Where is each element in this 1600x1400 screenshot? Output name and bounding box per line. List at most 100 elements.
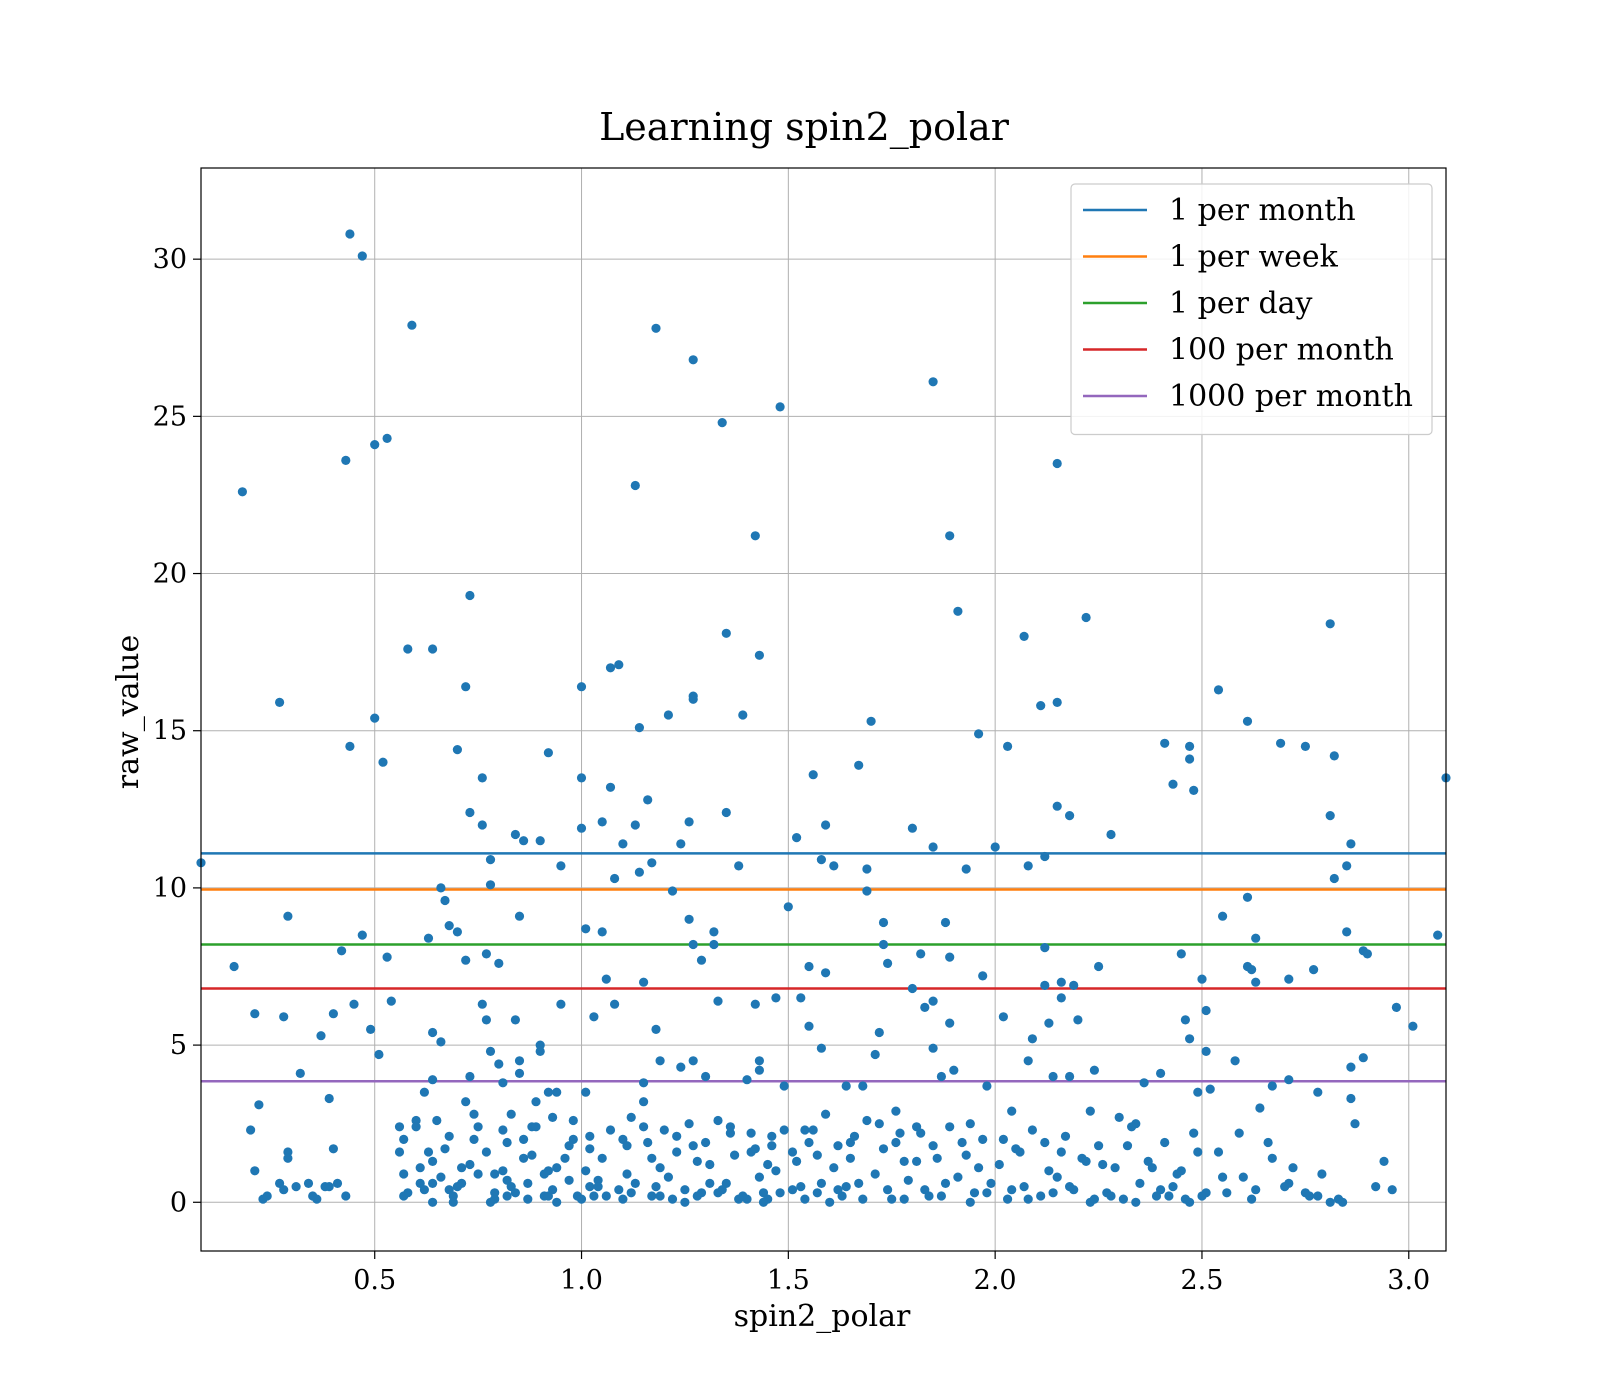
- data-point: [1342, 861, 1352, 871]
- data-point: [800, 1125, 810, 1135]
- data-point: [328, 1009, 338, 1019]
- data-point: [357, 930, 367, 940]
- data-point: [1007, 1185, 1017, 1195]
- data-point: [676, 839, 686, 849]
- data-point: [436, 1172, 446, 1182]
- data-point: [936, 1071, 947, 1082]
- data-point: [688, 1056, 698, 1066]
- data-point: [841, 1081, 851, 1091]
- data-point: [643, 1137, 653, 1148]
- data-point: [1073, 1015, 1083, 1025]
- data-point: [808, 1125, 818, 1135]
- data-point: [1313, 1191, 1323, 1201]
- legend-label: 1 per week: [1169, 240, 1339, 275]
- data-point: [1238, 1172, 1248, 1182]
- data-point: [730, 1150, 740, 1160]
- data-point: [1040, 980, 1050, 991]
- data-point: [465, 1159, 475, 1170]
- data-point: [1189, 785, 1199, 796]
- data-point: [1242, 892, 1253, 902]
- data-point: [965, 1119, 975, 1129]
- data-point: [1242, 716, 1253, 726]
- data-point: [750, 1144, 760, 1154]
- data-point: [734, 1194, 744, 1204]
- y-tick-label: 20: [153, 559, 187, 590]
- data-point: [552, 1163, 562, 1173]
- data-point: [440, 895, 450, 906]
- data-point: [436, 1037, 446, 1047]
- data-point: [237, 487, 247, 497]
- data-point: [928, 1043, 938, 1053]
- data-point: [440, 1144, 450, 1154]
- data-point: [833, 1141, 843, 1151]
- data-point: [961, 864, 971, 874]
- x-tick-label: 3.0: [1387, 1265, 1430, 1296]
- data-point: [854, 760, 864, 770]
- data-point: [1127, 1122, 1137, 1132]
- data-point: [1114, 1112, 1124, 1122]
- data-point: [552, 1087, 562, 1097]
- data-point: [527, 1150, 537, 1160]
- data-point: [705, 1178, 715, 1188]
- data-point: [684, 914, 694, 924]
- data-point: [775, 402, 785, 412]
- data-point: [593, 1175, 603, 1185]
- data-point: [891, 1106, 901, 1116]
- data-point: [1267, 1153, 1277, 1163]
- data-point: [779, 1125, 789, 1135]
- data-point: [1317, 1169, 1327, 1179]
- data-point: [812, 1188, 822, 1198]
- data-point: [924, 1191, 934, 1201]
- data-point: [1247, 1194, 1257, 1204]
- legend-label: 1 per month: [1169, 193, 1356, 228]
- data-point: [1081, 1156, 1091, 1166]
- data-point: [965, 1197, 975, 1207]
- data-point: [1089, 1065, 1099, 1075]
- data-point: [1056, 1147, 1066, 1157]
- data-point: [630, 1178, 640, 1188]
- data-point: [663, 710, 674, 720]
- data-point: [701, 1137, 711, 1148]
- data-point: [1081, 612, 1091, 623]
- data-point: [295, 1068, 305, 1078]
- data-point: [1069, 980, 1079, 991]
- data-point: [1168, 779, 1178, 789]
- data-point: [614, 1185, 624, 1195]
- data-point: [452, 927, 462, 937]
- data-point: [523, 1178, 533, 1188]
- data-point: [1185, 754, 1195, 764]
- data-point: [647, 858, 657, 868]
- data-point: [1309, 965, 1319, 975]
- data-point: [717, 418, 727, 428]
- data-point: [634, 867, 645, 877]
- data-point: [738, 710, 748, 720]
- data-point: [1027, 1034, 1037, 1044]
- data-point: [341, 455, 351, 465]
- data-point: [1098, 1159, 1108, 1170]
- data-point: [1346, 1062, 1356, 1072]
- data-point: [589, 1191, 599, 1201]
- data-point: [1040, 943, 1050, 953]
- data-point: [428, 1197, 438, 1207]
- data-point: [477, 999, 487, 1009]
- data-point: [324, 1093, 334, 1104]
- data-point: [1056, 993, 1066, 1003]
- data-point: [1284, 1075, 1294, 1085]
- data-point: [614, 660, 624, 670]
- data-point: [419, 1185, 429, 1195]
- data-point: [481, 1015, 491, 1025]
- y-tick-label: 15: [153, 716, 187, 747]
- data-point: [928, 842, 938, 852]
- data-point: [705, 1159, 715, 1170]
- data-point: [688, 1141, 698, 1151]
- data-point: [1085, 1106, 1095, 1116]
- data-point: [1168, 1182, 1178, 1192]
- data-point: [1276, 738, 1286, 748]
- data-point: [514, 1068, 525, 1078]
- data-point: [1052, 801, 1062, 811]
- data-point: [576, 1194, 587, 1204]
- data-point: [821, 968, 831, 978]
- data-point: [382, 952, 392, 962]
- data-point: [1040, 1137, 1050, 1148]
- data-point: [907, 823, 918, 833]
